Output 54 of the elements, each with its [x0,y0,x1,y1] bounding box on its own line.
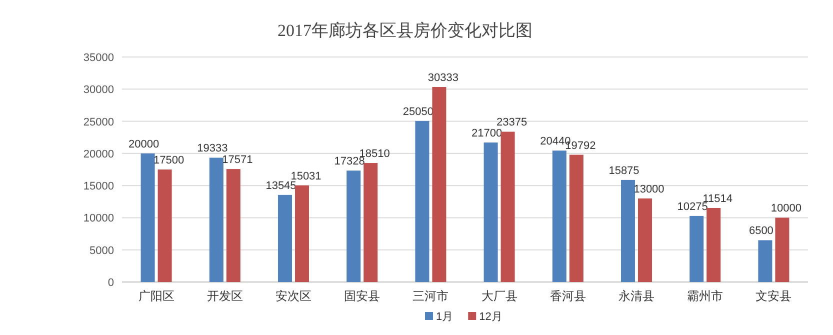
data-label: 6500 [748,225,774,238]
bar [364,163,378,282]
data-label: 10275 [677,200,708,213]
data-label: 15031 [290,170,322,182]
data-label: 25050 [402,106,434,118]
bar [278,194,292,282]
bar [295,185,309,282]
bar [638,198,652,282]
x-tick-label: 大厂县 [481,289,518,303]
x-tick-label: 永清县 [618,289,654,303]
y-tick-label: 20000 [83,148,114,160]
x-tick-label: 文安县 [756,289,792,303]
bar [690,216,704,282]
x-tick-label: 安次区 [276,289,312,303]
data-label: 17328 [334,156,365,168]
bar [484,142,498,282]
chart-title: 2017年廊坊各区县房价变化对比图 [278,21,532,40]
legend-label: 12月 [479,311,502,323]
data-label: 20000 [128,138,160,150]
y-tick-label: 35000 [83,52,114,64]
x-tick-label: 三河市 [412,289,449,303]
bar [158,170,172,282]
bar [500,132,515,282]
y-tick-label: 30000 [83,84,114,96]
bar [758,240,772,282]
bar [706,208,721,282]
bar [415,120,430,282]
x-tick-label: 固安县 [344,289,380,303]
bar [346,170,361,282]
bar [432,87,446,282]
x-tick-label: 香河县 [550,289,586,303]
bar [209,158,224,282]
y-tick-label: 25000 [83,116,114,128]
x-tick-label: 霸州市 [687,289,724,303]
bar [569,154,584,282]
data-label: 13545 [266,180,296,192]
bar [621,180,635,282]
bar [552,150,566,282]
y-tick-label: 0 [108,277,114,289]
x-tick-label: 开发区 [206,289,243,303]
y-tick-label: 10000 [83,212,114,225]
data-label: 10000 [770,202,802,215]
data-label: 19333 [197,142,228,155]
bar [226,169,240,282]
y-tick-label: 5000 [90,244,114,257]
bar [140,153,155,282]
data-label: 15875 [608,164,640,177]
data-label: 21700 [472,128,502,140]
x-tick-label: 广阳区 [138,289,174,303]
y-tick-label: 15000 [83,180,114,193]
data-label: 30333 [428,72,458,84]
bar [775,218,790,282]
legend-label: 1月 [436,311,454,323]
data-label: 23375 [496,116,528,129]
